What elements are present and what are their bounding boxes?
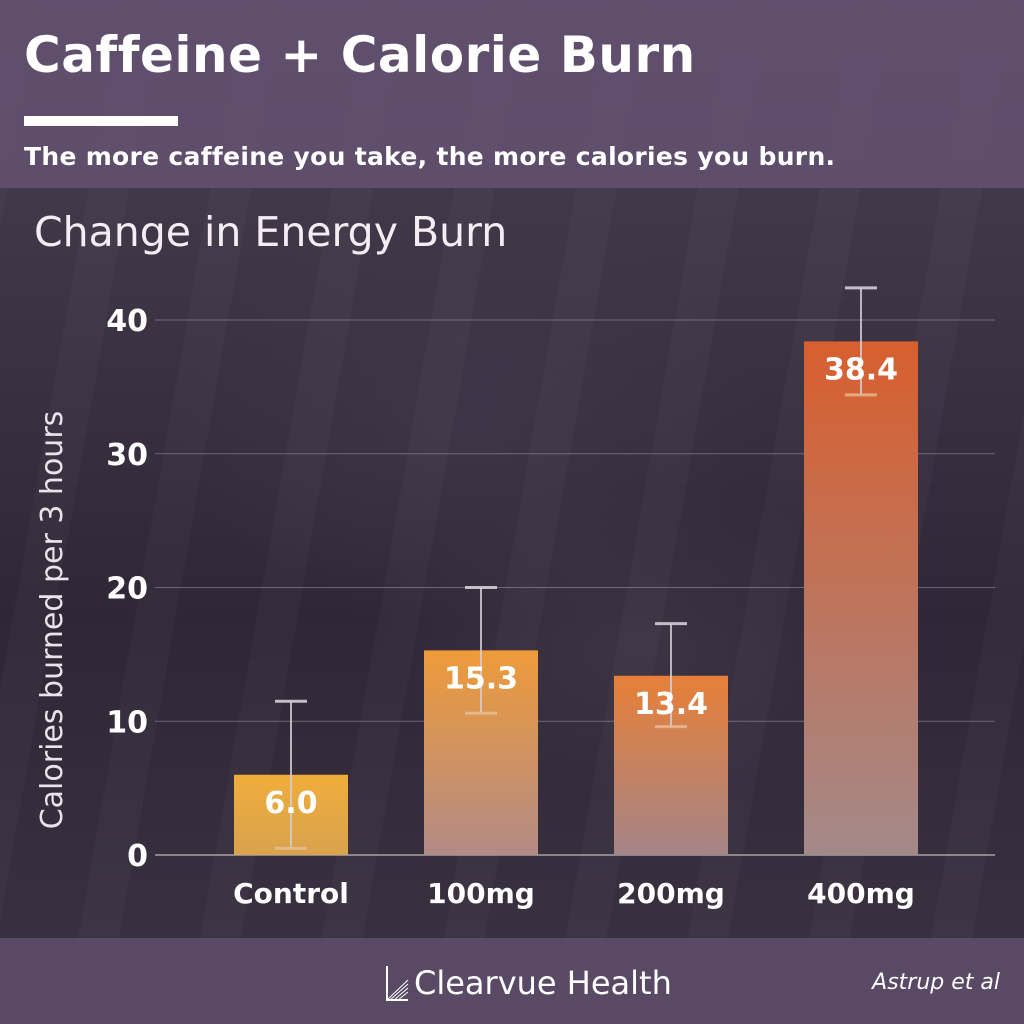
y-tick-label: 40: [106, 304, 148, 339]
value-label: 6.0: [264, 786, 317, 821]
y-tick-label: 10: [106, 705, 148, 740]
value-labels: 6.0 15.3 13.4 38.4: [264, 352, 898, 820]
page-subtitle: The more caffeine you take, the more cal…: [24, 142, 836, 171]
value-label: 13.4: [634, 687, 708, 722]
title-underline: [24, 116, 178, 126]
x-tick-label: 400mg: [807, 877, 915, 910]
footer-band: [0, 938, 1024, 1024]
source-citation: Astrup et al: [872, 970, 1000, 995]
clearvue-logo-icon: [386, 966, 409, 1001]
y-tick-label: 30: [106, 438, 148, 473]
brand: Clearvue Health: [384, 958, 672, 1008]
x-tick-label: Control: [233, 877, 349, 910]
value-label: 15.3: [444, 661, 518, 696]
y-tick-label: 20: [106, 572, 148, 607]
value-label: 38.4: [824, 352, 898, 387]
y-axis-label: Calories burned per 3 hours: [35, 411, 70, 830]
header-band: Caffeine + Calorie Burn The more caffein…: [0, 0, 1024, 188]
x-tick-label: 100mg: [427, 877, 535, 910]
error-bars: [275, 286, 877, 850]
page-title: Caffeine + Calorie Burn: [24, 26, 696, 84]
bars: [234, 341, 918, 855]
bar-400mg: [804, 341, 918, 855]
y-tick-label: 0: [127, 839, 148, 874]
chart-title: Change in Energy Burn: [34, 208, 508, 256]
axis-ticks: 0 10 20 30 40 Control 100mg 200mg 400mg: [106, 304, 915, 910]
brand-name: Clearvue Health: [414, 964, 672, 1002]
x-tick-label: 200mg: [617, 877, 725, 910]
